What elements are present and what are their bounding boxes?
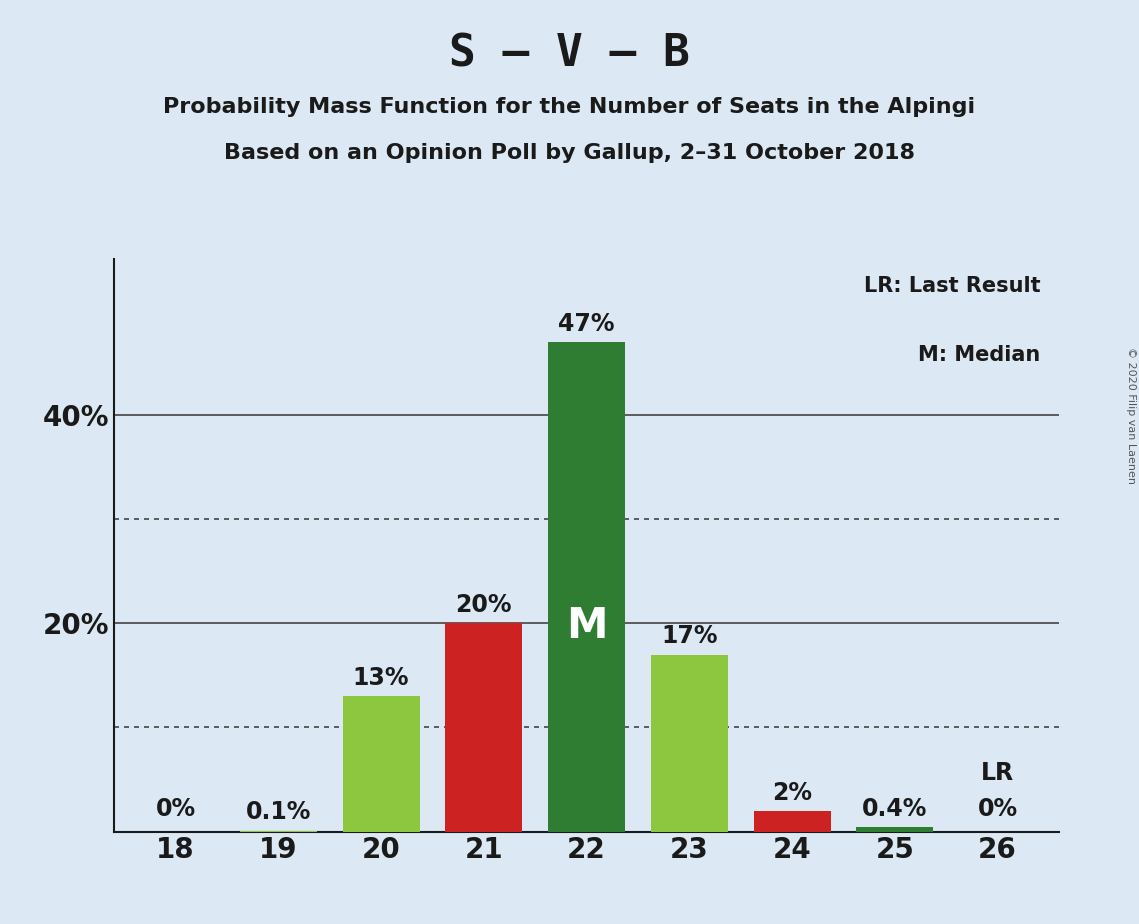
Bar [754, 810, 830, 832]
Text: Based on an Opinion Poll by Gallup, 2–31 October 2018: Based on an Opinion Poll by Gallup, 2–31… [224, 143, 915, 164]
Bar [650, 654, 728, 832]
Text: Probability Mass Function for the Number of Seats in the Alpingi: Probability Mass Function for the Number… [163, 97, 976, 117]
Text: 17%: 17% [661, 625, 718, 649]
Text: M: Median: M: Median [918, 345, 1040, 365]
Bar [343, 696, 419, 832]
Text: © 2020 Filip van Laenen: © 2020 Filip van Laenen [1126, 347, 1136, 484]
Text: S – V – B: S – V – B [449, 32, 690, 76]
Bar [857, 827, 933, 832]
Text: M: M [566, 605, 607, 647]
Text: 47%: 47% [558, 311, 615, 335]
Text: 20%: 20% [456, 593, 513, 617]
Text: 0%: 0% [977, 797, 1017, 821]
Text: 0%: 0% [156, 797, 196, 821]
Text: LR: Last Result: LR: Last Result [863, 276, 1040, 296]
Text: 2%: 2% [772, 781, 812, 805]
Text: 0.4%: 0.4% [862, 797, 927, 821]
Bar [240, 831, 317, 832]
Text: LR: LR [981, 760, 1014, 784]
Text: 13%: 13% [353, 666, 409, 690]
Bar [445, 624, 523, 832]
Bar [548, 342, 625, 832]
Text: 0.1%: 0.1% [246, 800, 311, 824]
